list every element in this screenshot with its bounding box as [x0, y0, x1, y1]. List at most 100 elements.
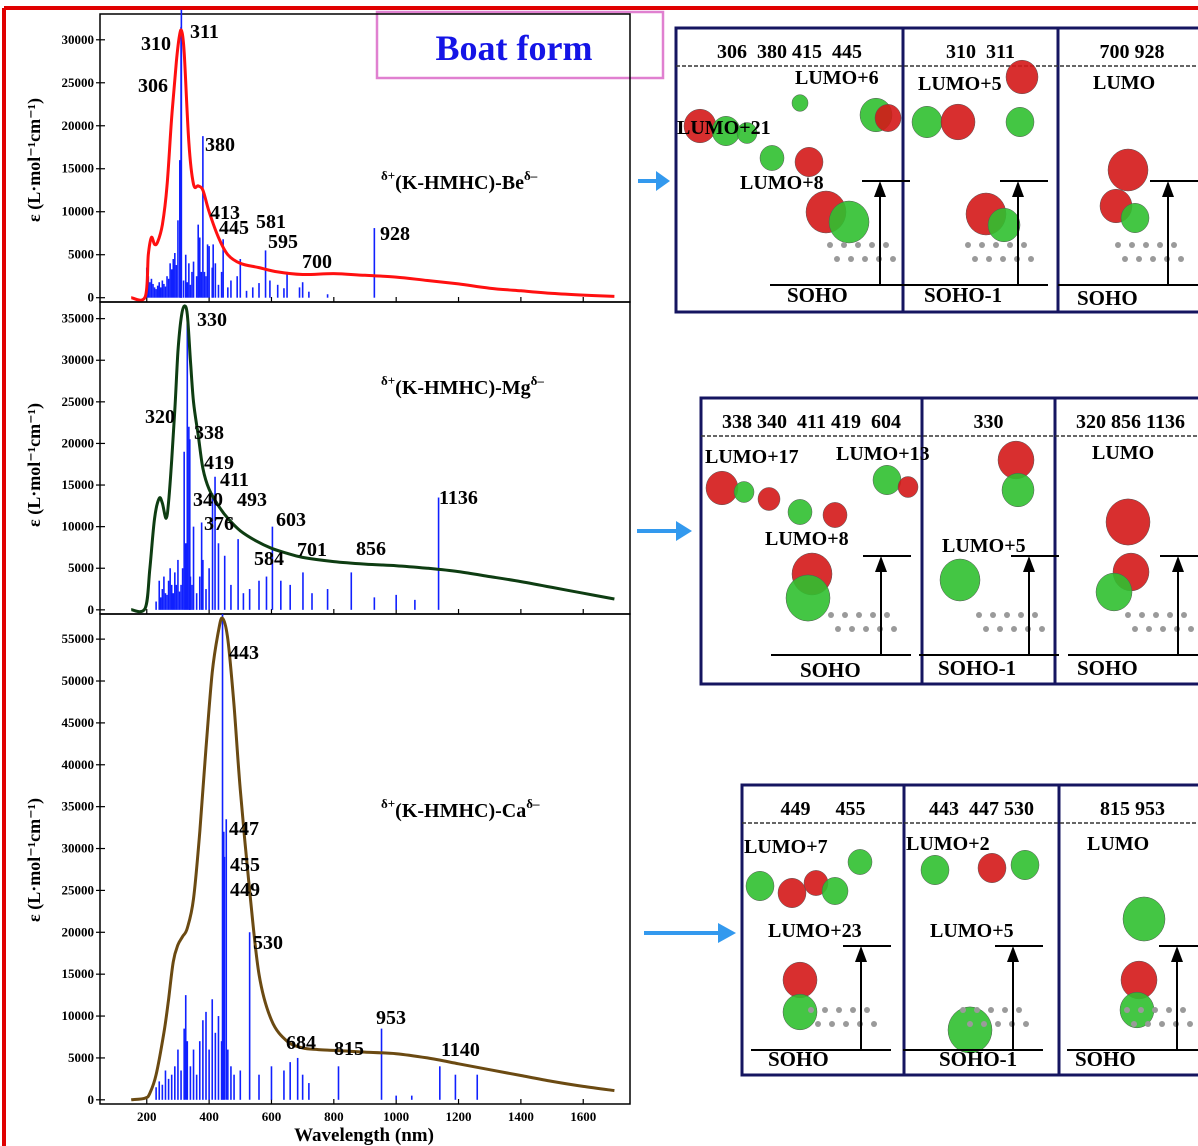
orbital-lobe [1001, 472, 1035, 508]
molecule-atom [1131, 1021, 1137, 1027]
orbital-lobe [947, 1006, 993, 1054]
peak-label: 953 [376, 1007, 406, 1029]
molecule-atom [808, 1007, 814, 1013]
orbital-label: LUMO [1093, 72, 1155, 94]
peak-label: 530 [253, 932, 283, 954]
molecule-atom [997, 626, 1003, 632]
molecule-atom [884, 612, 890, 618]
x-tick-label: 400 [199, 1109, 219, 1124]
orbital-lobe [939, 558, 981, 602]
species-label-be: δ+(K-HMHC)-Beδ– [381, 168, 538, 194]
orbital-lobe [757, 487, 781, 511]
orbital-lobe [872, 465, 902, 495]
molecule-atom [1023, 1021, 1029, 1027]
orbital-lobe [920, 855, 950, 885]
y-tick-label: 0 [88, 1092, 95, 1107]
peak-label: 419 [204, 452, 234, 474]
species-name-ca: (K-HMHC)-Ca [395, 800, 526, 822]
x-tick-label: 1000 [383, 1109, 409, 1124]
peak-labels-be: 310 311 306 380 413 445 581 595 700 928 [138, 21, 410, 273]
peak-label: 413 [210, 202, 240, 224]
donor-orbital-label: SOHO [800, 658, 861, 682]
peak-label: 306 [138, 75, 168, 97]
molecule-atom [822, 1007, 828, 1013]
donor-orbital-label: SOHO [1077, 286, 1138, 310]
molecule-atom [871, 1021, 877, 1027]
donor-orbital-label: SOHO [1075, 1047, 1136, 1071]
absorption-curve-mg [130, 304, 615, 614]
transition-box-be: 306 380 415 445 310 311 700 928 LUMO+6 LUMO+… [674, 26, 1198, 314]
molecule-atom [855, 242, 861, 248]
molecule-atom [1146, 626, 1152, 632]
x-tick-label: 1200 [446, 1109, 472, 1124]
y-tick-label: 25000 [62, 882, 95, 897]
molecule-atom [960, 1007, 966, 1013]
molecule-atom [1160, 626, 1166, 632]
species-name-mg: (K-HMHC)-Mg [395, 377, 531, 399]
orbital-lobe [736, 122, 758, 144]
arrow-head-icon [875, 556, 887, 572]
molecule-atom [1021, 242, 1027, 248]
arrow-head-icon [1007, 946, 1019, 962]
molecule-atom [972, 256, 978, 262]
peak-label: 447 [229, 818, 259, 840]
orbital-label: LUMO+5 [918, 73, 1002, 95]
arrow-icon [638, 171, 670, 191]
molecule-atom [1039, 626, 1045, 632]
orbital-lobe [759, 145, 785, 171]
orbital-lobe [1005, 59, 1039, 95]
transition-header: 310 311 [946, 41, 1015, 63]
molecule-atom [1007, 242, 1013, 248]
x-axis-label: Wavelength (nm) [294, 1125, 434, 1146]
y-tick-label: 10000 [62, 519, 95, 534]
orbital-label: LUMO+6 [795, 67, 879, 89]
molecule-atom [981, 1021, 987, 1027]
y-tick-label: 25000 [62, 75, 95, 90]
molecule-atom [1178, 256, 1184, 262]
molecule-atom [1000, 256, 1006, 262]
orbital-lobe [782, 961, 818, 999]
orbital-lobe [822, 502, 848, 528]
y-axis-label-be: ε (L·mol⁻¹cm⁻¹) [24, 98, 45, 222]
absorption-curve-ca [131, 616, 615, 1102]
molecule-atom [890, 256, 896, 262]
figure-title: Boat form [436, 28, 593, 68]
molecule-atom [1138, 1007, 1144, 1013]
y-tick-label: 55000 [62, 631, 95, 646]
peak-label: 684 [286, 1032, 316, 1054]
absorption-curve-be [130, 28, 615, 302]
arrow-head-icon [874, 181, 886, 197]
molecule-atom [1188, 626, 1194, 632]
title-box [375, 10, 665, 80]
molecule-atom [841, 242, 847, 248]
molecule-atom [850, 1007, 856, 1013]
molecule-atom [883, 242, 889, 248]
peak-label: 1136 [439, 487, 478, 509]
molecule-atom [1002, 1007, 1008, 1013]
peak-label: 856 [356, 538, 386, 560]
peak-label: 603 [276, 509, 306, 531]
arrow-head-icon [1162, 181, 1174, 197]
y-tick-label: 10000 [62, 1008, 95, 1023]
orbital-lobe [911, 106, 943, 138]
orbital-lobe [1010, 850, 1040, 880]
molecule-atom [856, 612, 862, 618]
species-prefix-be: δ+ [381, 168, 395, 183]
orbital-lobe [1122, 896, 1166, 942]
species-suffix-mg: δ– [531, 373, 545, 388]
peak-label: 595 [268, 231, 298, 253]
donor-orbital-label: SOHO [787, 283, 848, 307]
orbital-lobe [1120, 203, 1150, 233]
molecule-atom [1004, 612, 1010, 618]
transition-header: 330 [974, 411, 1004, 433]
molecule-atom [990, 612, 996, 618]
y-tick-label: 20000 [62, 118, 95, 133]
orbital-lobe [1095, 572, 1133, 612]
x-tick-label: 1400 [508, 1109, 534, 1124]
species-prefix-mg: δ+ [381, 373, 395, 388]
peak-label: 340 [193, 489, 223, 511]
molecule-atom [1166, 1007, 1172, 1013]
orbital-lobe [977, 853, 1007, 883]
orbital-label: LUMO+17 [705, 446, 799, 468]
